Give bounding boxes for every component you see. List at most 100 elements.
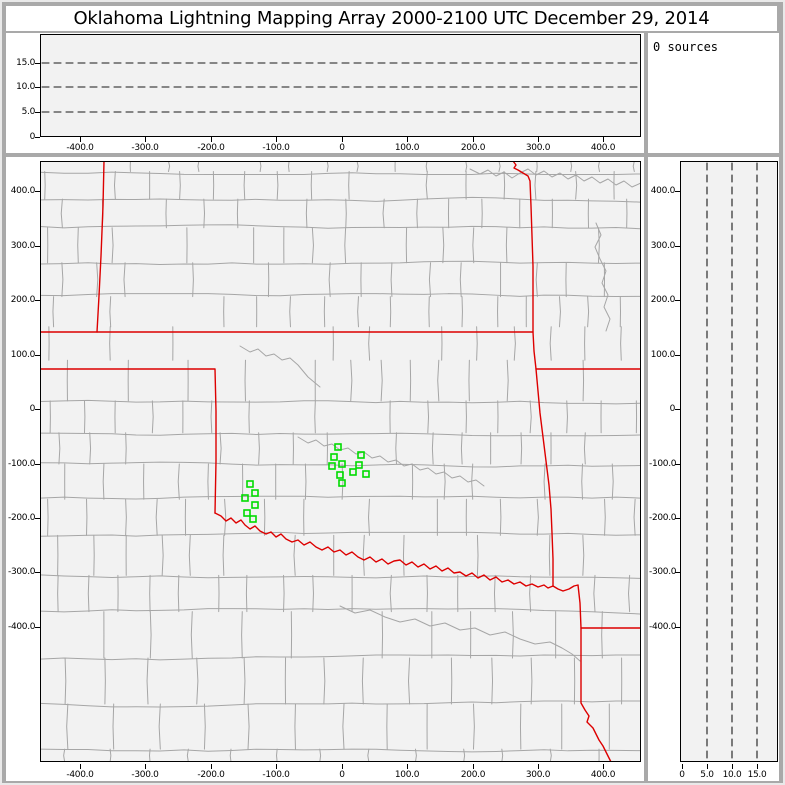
- county-boundary: [40, 432, 641, 437]
- axis-tick-label: 0: [679, 770, 685, 780]
- county-boundary: [109, 748, 112, 762]
- county-boundary: [283, 574, 285, 613]
- river-line: [297, 436, 485, 487]
- axis-tick-mark: [603, 137, 604, 142]
- axis-tick-label: -100.0: [8, 459, 36, 469]
- axis-tick-mark: [35, 112, 40, 113]
- county-boundary: [210, 400, 213, 434]
- axis-tick-mark: [35, 518, 40, 519]
- county-boundary: [328, 262, 331, 298]
- axis-tick-mark: [407, 764, 408, 769]
- axis-tick-label: 200.0: [460, 143, 486, 153]
- axis-tick-label: 0: [29, 404, 36, 414]
- axis-tick-mark: [675, 409, 680, 410]
- county-boundary: [581, 463, 584, 500]
- axis-tick-label: -100.0: [649, 459, 677, 469]
- axis-tick-label: -400.0: [66, 770, 94, 780]
- county-boundary: [149, 611, 152, 659]
- county-boundary: [575, 171, 578, 200]
- altitude-eastwest-plot[interactable]: [40, 34, 641, 137]
- county-boundary: [408, 657, 411, 705]
- axis-tick-label: 100.0: [10, 350, 36, 360]
- county-boundary: [356, 161, 359, 173]
- county-boundary: [549, 326, 552, 361]
- axis-tick-label: 300.0: [525, 770, 551, 780]
- axis-tick-mark: [675, 300, 680, 301]
- lma-station-marker: [349, 468, 357, 476]
- county-boundary: [125, 498, 127, 536]
- county-boundary: [511, 611, 514, 659]
- county-boundary: [40, 531, 641, 537]
- altitude-vs-northsouth-panel: 400.0 300.0 200.0 100.0 0 -100.0 -200.0 -300.0 -…: [648, 157, 779, 781]
- axis-tick-label: -400.0: [66, 143, 94, 153]
- county-boundary: [382, 198, 385, 229]
- county-boundary: [416, 198, 418, 229]
- county-boundary: [287, 161, 290, 173]
- lma-station-marker: [251, 501, 259, 509]
- county-boundary: [357, 296, 359, 328]
- county-boundary: [40, 399, 641, 405]
- lma-station-marker: [246, 480, 254, 488]
- county-boundary: [367, 748, 370, 762]
- county-boundary: [112, 703, 115, 750]
- plot-background: [40, 34, 641, 137]
- county-boundary: [197, 161, 200, 173]
- axis-tick-label: -100.0: [262, 143, 290, 153]
- axis-tick-label: 400.0: [10, 186, 36, 196]
- axis-tick-label: 100.0: [394, 143, 420, 153]
- county-boundary: [431, 432, 434, 465]
- county-boundary: [167, 161, 171, 173]
- county-boundary: [243, 171, 246, 200]
- county-boundary: [414, 748, 417, 762]
- county-boundary: [207, 463, 209, 500]
- county-boundary: [311, 227, 314, 264]
- axis-tick-mark: [732, 764, 733, 769]
- axis-tick-mark: [35, 300, 40, 301]
- axis-tick-mark: [211, 137, 212, 142]
- county-boundary: [102, 463, 105, 500]
- county-boundary: [548, 534, 551, 576]
- county-boundary: [491, 657, 494, 705]
- axis-tick-label: -300.0: [649, 567, 677, 577]
- axis-tick-mark: [407, 137, 408, 142]
- state-borders: [40, 161, 641, 762]
- plot-frame: [680, 161, 778, 762]
- county-boundary: [293, 534, 296, 576]
- county-boundary: [276, 171, 279, 200]
- axis-tick-label: 10.0: [16, 82, 35, 92]
- plan-view-map-plot[interactable]: [40, 161, 641, 762]
- altitude-northsouth-plot[interactable]: [680, 161, 778, 762]
- county-boundary: [344, 227, 347, 264]
- county-boundary: [186, 748, 189, 762]
- axis-tick-label: -100.0: [262, 770, 290, 780]
- county-boundary: [463, 748, 466, 762]
- axis-tick-label: 300.0: [650, 241, 676, 251]
- river-line: [239, 345, 321, 388]
- axis-tick-mark: [35, 246, 40, 247]
- axis-tick-mark: [675, 191, 680, 192]
- county-boundary: [40, 574, 641, 579]
- county-boundary: [437, 359, 440, 402]
- axis-tick-label: 400.0: [650, 186, 676, 196]
- axis-tick-mark: [473, 137, 474, 142]
- county-boundary: [604, 498, 606, 536]
- lma-station-marker: [334, 443, 342, 451]
- county-boundary: [161, 534, 164, 576]
- county-boundary: [158, 703, 161, 750]
- axis-tick-mark: [675, 246, 680, 247]
- county-boundary: [380, 359, 383, 402]
- county-boundary: [529, 400, 532, 434]
- axis-tick-mark: [35, 191, 40, 192]
- lma-station-marker: [338, 479, 346, 487]
- axis-tick-mark: [35, 63, 40, 64]
- lma-station-marker: [243, 509, 251, 517]
- axis-tick-label: -200.0: [649, 513, 677, 523]
- lma-station-marker: [355, 461, 363, 469]
- county-boundary: [472, 227, 475, 264]
- plot-frame: [40, 161, 641, 762]
- county-boundary: [601, 611, 603, 659]
- county-boundary: [593, 574, 596, 613]
- sources-count-label: 0 sources: [653, 40, 719, 54]
- county-boundary: [219, 432, 222, 465]
